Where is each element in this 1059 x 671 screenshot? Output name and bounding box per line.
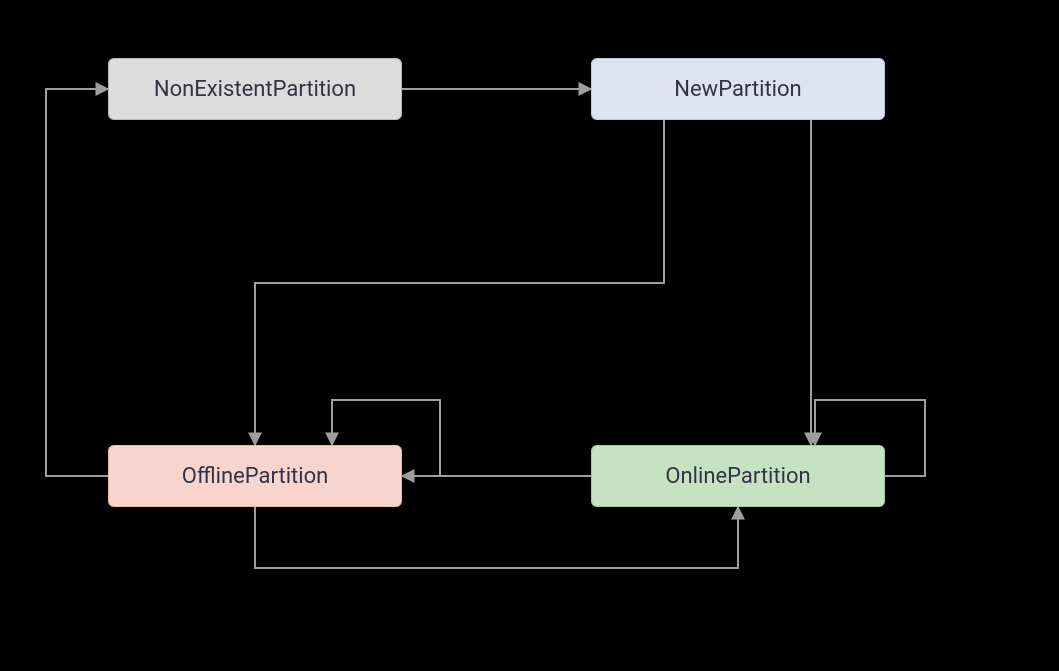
node-label: NewPartition (674, 77, 801, 102)
node-new: NewPartition (591, 58, 885, 120)
edge-offline-to-nonexistent (46, 89, 108, 476)
edge-offline-to-online (255, 507, 738, 568)
node-label: NonExistentPartition (154, 77, 356, 102)
node-label: OnlinePartition (665, 464, 810, 489)
node-online: OnlinePartition (591, 445, 885, 507)
node-label: OfflinePartition (182, 464, 329, 489)
node-offline: OfflinePartition (108, 445, 402, 507)
edge-new-to-offline (255, 120, 664, 445)
node-nonexistent: NonExistentPartition (108, 58, 402, 120)
